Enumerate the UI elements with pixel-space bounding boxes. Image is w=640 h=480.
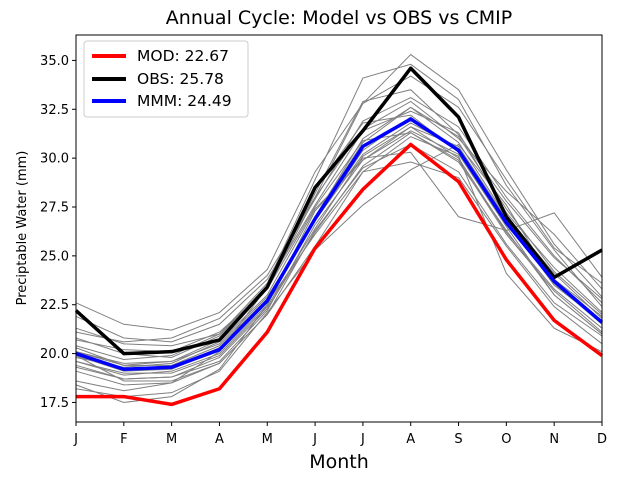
plot-frame xyxy=(75,34,603,423)
cmip-member-line-16 xyxy=(75,63,603,360)
y-tick-label: 22.5 xyxy=(40,298,69,313)
legend: MOD: 22.67 OBS: 25.78 MMM: 24.49 xyxy=(83,40,249,118)
x-tick-label: M xyxy=(166,432,177,447)
mmm-series-line xyxy=(75,117,604,371)
y-tick-label: 27.5 xyxy=(40,201,69,216)
y-tick-label: 20.0 xyxy=(40,347,69,362)
legend-label-mod: MOD: 22.67 xyxy=(137,47,229,65)
y-tick-label: 30.0 xyxy=(40,152,69,167)
cmip-member-line-3 xyxy=(75,110,603,359)
cmip-member-line-10 xyxy=(75,143,603,386)
cmip-member-line-1 xyxy=(75,75,603,331)
x-tick-label: J xyxy=(312,432,317,447)
y-axis: 17.5 20.0 22.5 25.0 27.5 30.0 32.5 35.0 xyxy=(40,54,76,411)
x-tick-label: S xyxy=(454,432,462,447)
x-tick-label: O xyxy=(501,432,511,447)
y-tick-label: 17.5 xyxy=(40,396,69,411)
y-tick-label: 35.0 xyxy=(40,54,69,69)
y-axis-label: Preciptable Water (mm) xyxy=(15,151,30,306)
x-tick-label: J xyxy=(360,432,365,447)
cmip-member-line-20 xyxy=(75,143,603,398)
x-axis-label: Month xyxy=(309,451,369,473)
cmip-member-line-9 xyxy=(75,130,603,380)
obs-series-line xyxy=(74,66,603,356)
x-tick-label: J xyxy=(73,432,78,447)
mod-series-line xyxy=(76,142,604,407)
chart-title: Annual Cycle: Model vs OBS vs CMIP xyxy=(166,7,512,29)
x-tick-label: F xyxy=(120,432,127,447)
x-tick-label: A xyxy=(406,432,415,447)
x-tick-label: A xyxy=(215,432,224,447)
x-tick-label: N xyxy=(549,432,559,447)
cmip-member-line-14 xyxy=(75,100,603,343)
main-series xyxy=(74,66,604,407)
legend-label-obs: OBS: 25.78 xyxy=(137,70,224,88)
legend-label-mmm: MMM: 24.49 xyxy=(137,92,232,110)
x-tick-label: M xyxy=(262,432,273,447)
cmip-member-line-15 xyxy=(75,136,603,382)
legend-box xyxy=(83,40,249,118)
x-tick-label: D xyxy=(597,432,607,447)
y-tick-label: 32.5 xyxy=(40,103,69,118)
cmip-member-line-2 xyxy=(75,89,603,347)
y-tick-label: 25.0 xyxy=(40,249,69,264)
